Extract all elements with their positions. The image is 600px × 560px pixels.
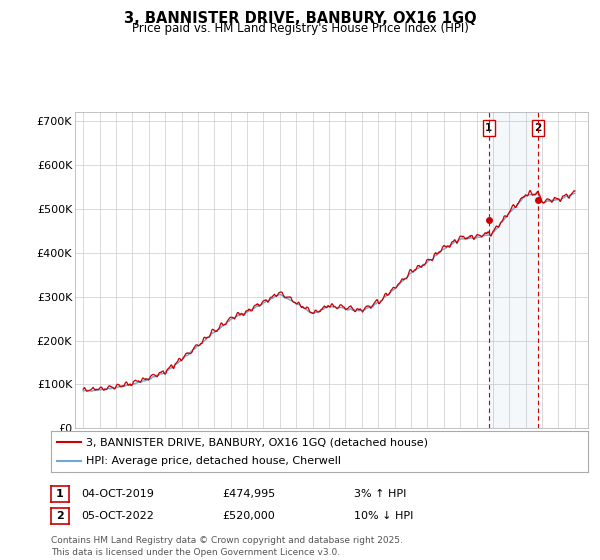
Text: 2: 2 bbox=[56, 511, 64, 521]
Text: £474,995: £474,995 bbox=[222, 489, 275, 499]
Text: 3, BANNISTER DRIVE, BANBURY, OX16 1GQ: 3, BANNISTER DRIVE, BANBURY, OX16 1GQ bbox=[124, 11, 476, 26]
Text: 10% ↓ HPI: 10% ↓ HPI bbox=[354, 511, 413, 521]
Text: 05-OCT-2022: 05-OCT-2022 bbox=[81, 511, 154, 521]
Text: £520,000: £520,000 bbox=[222, 511, 275, 521]
Text: 04-OCT-2019: 04-OCT-2019 bbox=[81, 489, 154, 499]
Bar bbox=[489, 112, 538, 428]
Text: HPI: Average price, detached house, Cherwell: HPI: Average price, detached house, Cher… bbox=[86, 456, 341, 466]
Text: 2: 2 bbox=[535, 123, 542, 133]
Text: Contains HM Land Registry data © Crown copyright and database right 2025.
This d: Contains HM Land Registry data © Crown c… bbox=[51, 536, 403, 557]
Text: 1: 1 bbox=[56, 489, 64, 499]
Text: 1: 1 bbox=[485, 123, 493, 133]
Text: Price paid vs. HM Land Registry's House Price Index (HPI): Price paid vs. HM Land Registry's House … bbox=[131, 22, 469, 35]
Text: 3, BANNISTER DRIVE, BANBURY, OX16 1GQ (detached house): 3, BANNISTER DRIVE, BANBURY, OX16 1GQ (d… bbox=[86, 437, 428, 447]
Text: 3% ↑ HPI: 3% ↑ HPI bbox=[354, 489, 406, 499]
